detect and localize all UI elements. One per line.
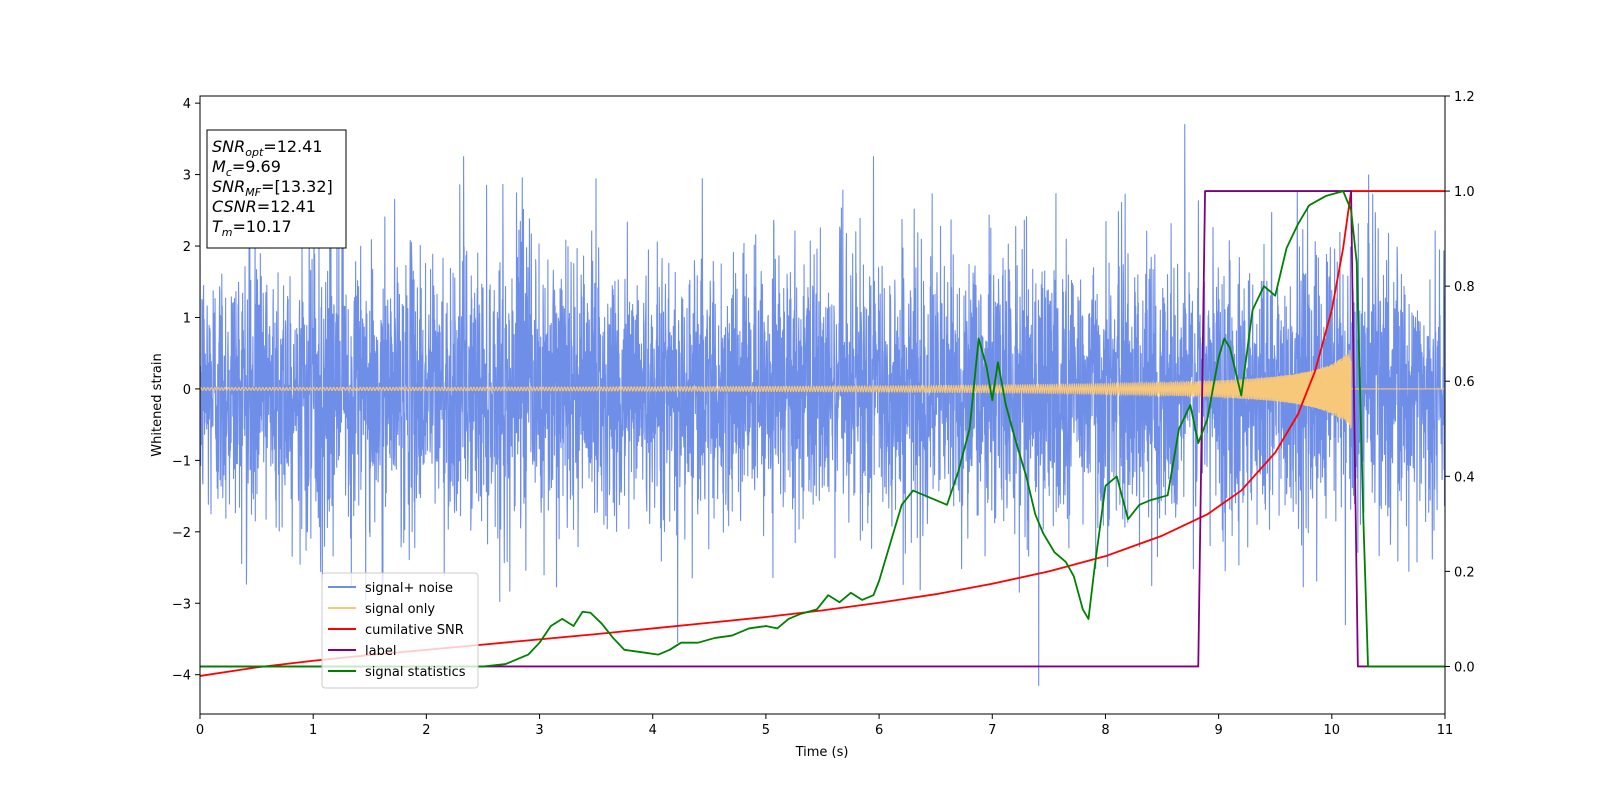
x-tick-label: 2 — [422, 723, 430, 738]
x-tick-label: 1 — [309, 723, 317, 738]
legend-box — [321, 572, 479, 689]
x-tick-label: 6 — [875, 723, 883, 738]
legend-label: cumilative SNR — [365, 623, 464, 638]
y-right-tick-label: 0.4 — [1454, 470, 1475, 485]
annotation-line: CSNR=12.41 — [212, 197, 316, 216]
x-tick-label: 4 — [649, 723, 657, 738]
annotation-line: Mc=9.69 — [212, 157, 281, 179]
y-right-tick-label: 0.0 — [1454, 660, 1475, 675]
x-tick-label: 8 — [1101, 723, 1109, 738]
x-axis-label: Time (s) — [795, 745, 849, 760]
y-right-tick-label: 0.2 — [1454, 565, 1475, 580]
legend-label: signal+ noise — [365, 581, 453, 596]
annotation-line: SNRopt=12.41 — [212, 137, 323, 159]
y-left-tick-label: 3 — [183, 169, 191, 184]
x-tick-label: 7 — [988, 723, 996, 738]
legend-label: label — [365, 644, 396, 659]
x-tick-label: 11 — [1437, 723, 1454, 738]
y-right-tick-label: 1.0 — [1454, 185, 1475, 200]
annotation-line: Tm=10.17 — [212, 217, 292, 239]
series-signal-statistics-line — [200, 190, 1445, 668]
y-left-tick-label: −2 — [172, 526, 191, 541]
signal-only-line — [200, 350, 1445, 429]
legend: signal+ noise signal only cumilative SNR la… — [321, 572, 479, 689]
y-right-tick-label: 0.8 — [1454, 280, 1475, 295]
plot-frame — [199, 95, 1446, 715]
y-axis-right: 0.0 0.2 0.4 0.6 0.8 1.0 1.2 — [1445, 90, 1475, 675]
y-left-tick-label: 4 — [183, 97, 191, 112]
y-left-tick-label: 2 — [183, 240, 191, 255]
y-axis-left-label: Whitened strain — [150, 353, 165, 456]
y-left-tick-label: 0 — [183, 383, 191, 398]
y-right-tick-label: 1.2 — [1454, 90, 1475, 105]
x-tick-label: 3 — [535, 723, 543, 738]
legend-label: signal statistics — [365, 665, 466, 680]
y-left-tick-label: −1 — [172, 454, 191, 469]
y-axis-left: −4 −3 −2 −1 0 1 2 3 4 — [172, 97, 200, 684]
x-tick-label: 9 — [1214, 723, 1222, 738]
legend-label: signal only — [365, 602, 435, 617]
stats-annotation: SNRopt=12.41Mc=9.69SNRMF=[13.32]CSNR=12.… — [206, 129, 347, 249]
y-left-tick-label: −3 — [172, 597, 191, 612]
series-signal-only — [200, 350, 1445, 429]
annotation-box — [206, 129, 347, 249]
x-tick-label: 0 — [196, 723, 204, 738]
annotation-line: SNRMF=[13.32] — [212, 177, 333, 199]
x-tick-label: 10 — [1324, 723, 1341, 738]
y-left-tick-label: −4 — [172, 669, 191, 684]
x-axis: 0 1 2 3 4 5 6 7 8 9 10 11 — [196, 714, 1453, 738]
x-tick-label: 5 — [762, 723, 770, 738]
y-left-tick-label: 1 — [183, 311, 191, 326]
y-right-tick-label: 0.6 — [1454, 375, 1475, 390]
